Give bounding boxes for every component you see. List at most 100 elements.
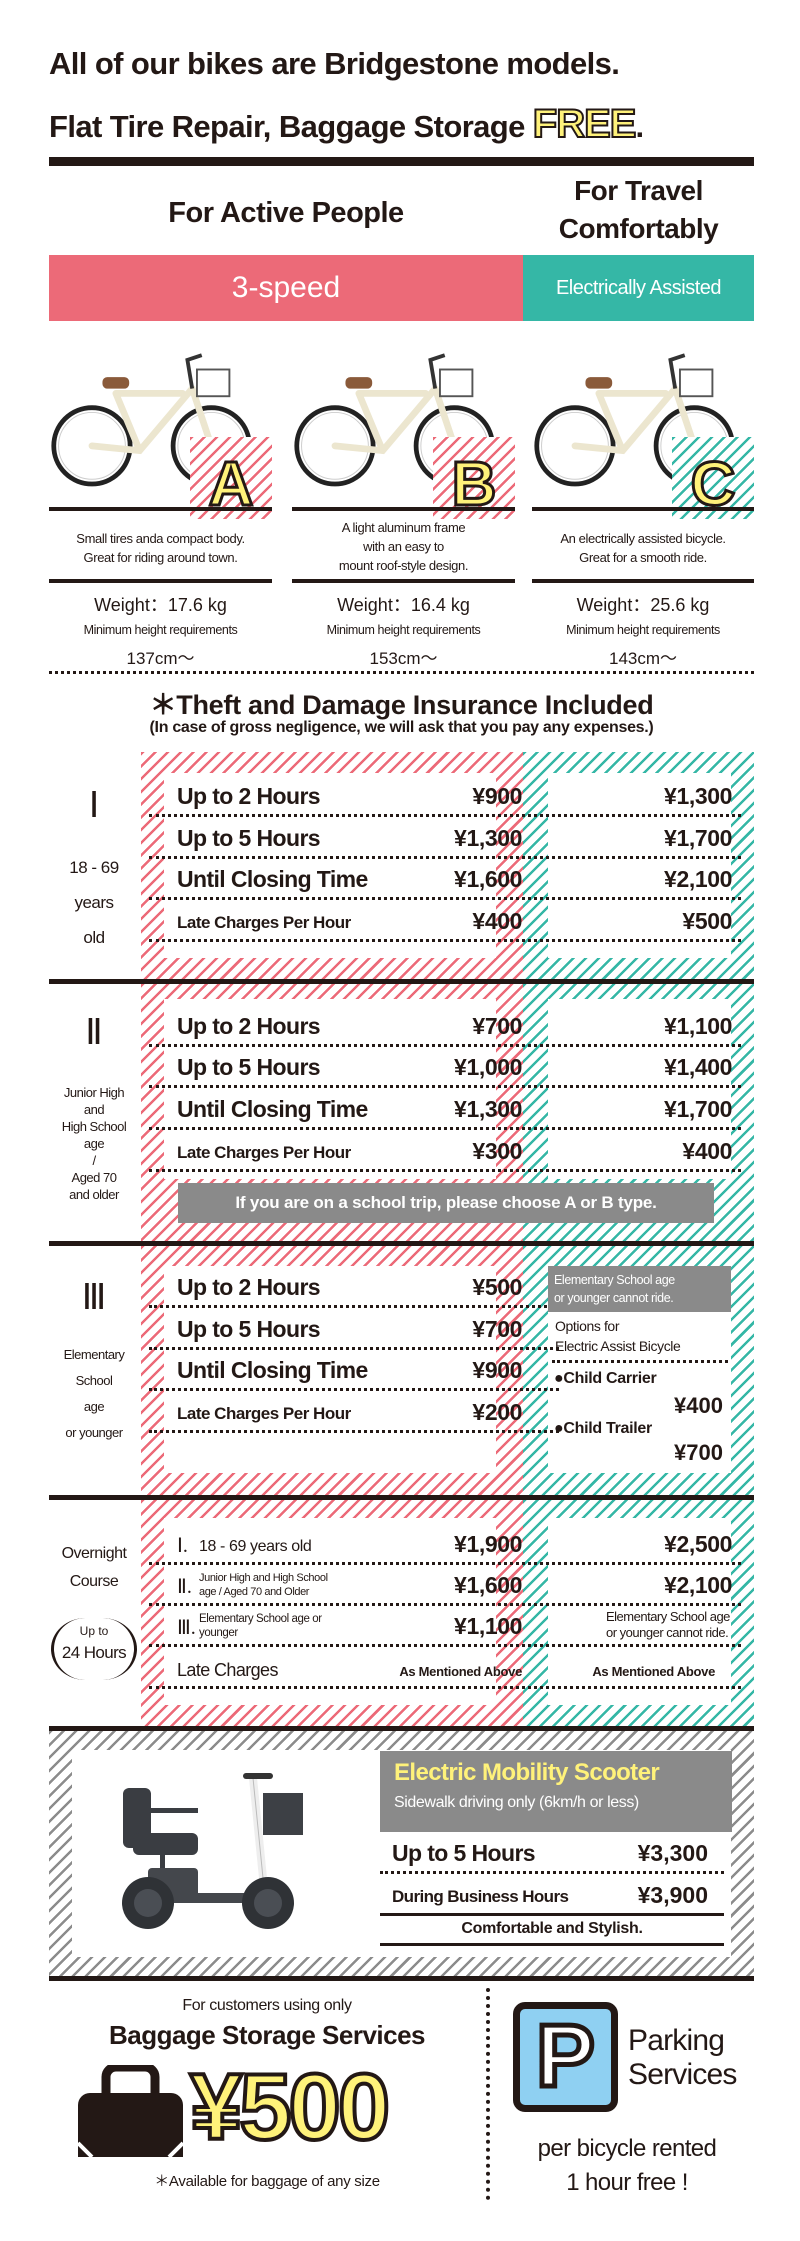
price-electric: ¥1,100: [664, 1013, 732, 1039]
section-divider: [49, 1495, 754, 1500]
price-row: Up to 5 Hours ¥1,000 ¥1,400: [149, 1048, 741, 1088]
baggage-price: ¥500: [188, 2052, 392, 2161]
scooter-duration: Up to 5 Hours: [392, 1840, 536, 1866]
category-travel: For Travel Comfortably: [523, 172, 754, 248]
price-3-speed: ¥900: [472, 1357, 522, 1383]
late-electric: As Mentioned Above: [592, 1664, 715, 1679]
bike-card-a: A: [49, 327, 272, 521]
header-divider: [49, 157, 754, 166]
scooter-row: Up to 5 Hours ¥3,300: [380, 1835, 724, 1874]
scooter-price: ¥3,300: [637, 1840, 708, 1866]
section-divider: [49, 1726, 754, 1731]
min-height-label: Minimum height requirements: [326, 623, 481, 637]
parking-title-line: Services: [628, 2058, 737, 2091]
overnight-row: Ⅱ. Junior High and High School age / Aged…: [149, 1566, 741, 1606]
scooter-subtitle: Sidewalk driving only (6km/h or less): [394, 1794, 639, 1811]
duration-line: Up to: [79, 1624, 109, 1638]
note-line: Elementary School age: [606, 1609, 730, 1624]
panel-electric: [548, 1518, 731, 1705]
options-title-line: Options for: [555, 1318, 620, 1334]
note-line: or younger cannot ride.: [606, 1625, 729, 1640]
price-section-2: Ⅱ Junior High and High School age / Aged 70 an…: [49, 984, 754, 1241]
bike-b-specs: Weight：16.4 kg Minimum height requiremen…: [292, 591, 515, 669]
label-line: Overnight: [61, 1545, 127, 1562]
options-title: Options for Electric Assist Bicycle: [555, 1316, 681, 1356]
desc-line: An electrically assisted bicycle.: [560, 531, 726, 546]
bike-c-specs: Weight：25.6 kg Minimum height requiremen…: [532, 591, 754, 669]
band-electric: Electrically Assisted: [523, 255, 754, 321]
row-numeral: Ⅱ.: [177, 1576, 192, 1598]
section-divider: [49, 1241, 754, 1246]
overnight-section: Overnight Course Up to 24 Hours Ⅰ. 18 - 6…: [49, 1500, 754, 1726]
label-line: Elementary School age or: [199, 1613, 322, 1625]
baggage-note: ＊Available for baggage of any size: [154, 2173, 380, 2190]
bike-a-description: Small tires anda compact body. Great for …: [49, 529, 272, 567]
label-line: High School: [61, 1119, 127, 1134]
price-electric: ¥1,700: [664, 1096, 732, 1122]
school-trip-notice: If you are on a school trip, please choo…: [178, 1183, 714, 1223]
price-row: Up to 5 Hours ¥1,300 ¥1,700: [149, 819, 741, 859]
bike-card-b: B: [292, 327, 515, 521]
section-age-label: Junior High and High School age / Aged 70 and …: [49, 1084, 139, 1203]
section-age-label: Elementary School age or younger: [49, 1342, 139, 1446]
price-3-speed: ¥1,000: [454, 1054, 522, 1080]
free-badge: FREE: [532, 101, 638, 147]
insurance-note: (In case of gross negligence, we will as…: [149, 719, 654, 736]
overnight-duration: Up to 24 Hours: [51, 1618, 137, 1680]
price-electric: ¥1,400: [664, 1054, 732, 1080]
section-numeral: Ⅲ: [81, 1277, 107, 1317]
option-child-carrier: ●Child Carrier: [554, 1370, 657, 1387]
desc-line: mount roof-style design.: [338, 558, 469, 573]
note-line: or younger cannot ride.: [554, 1291, 674, 1305]
duration-label: Until Closing Time: [177, 1357, 368, 1383]
price-electric: ¥1,700: [664, 825, 732, 851]
duration-label: Late Charges Per Hour: [177, 1404, 351, 1423]
price-electric: ¥2,500: [664, 1531, 732, 1557]
min-height-label: Minimum height requirements: [83, 623, 238, 637]
scooter-tagline: Comfortable and Stylish.: [380, 1920, 724, 1946]
price-row: Up to 2 Hours ¥900 ¥1,300: [149, 777, 741, 817]
scooter-title: Electric Mobility Scooter: [394, 1759, 660, 1786]
category-travel-line1: For Travel: [574, 175, 703, 206]
baggage-title: Baggage Storage Services: [108, 2020, 426, 2050]
bike-a-badge: [190, 437, 272, 519]
bike-card-c: C: [532, 327, 754, 521]
price-3-speed: ¥1,600: [454, 1572, 522, 1598]
label-line: /: [92, 1153, 96, 1168]
note-line: Elementary School age: [554, 1273, 675, 1287]
parking-offer-line: per bicycle rented: [537, 2135, 717, 2162]
label-line: Junior High and High School: [199, 1572, 328, 1584]
ebike-restriction-note: Elementary School age or younger cannot r…: [548, 1266, 731, 1312]
parking-offer-line: 1 hour free !: [566, 2169, 688, 2196]
label-line: and older: [69, 1187, 119, 1202]
price-row: Late Charges Per Hour ¥200: [149, 1393, 559, 1433]
bike-b-badge: [433, 437, 515, 519]
price-3-speed: ¥200: [472, 1399, 522, 1425]
parking-sign-icon: P: [513, 2002, 618, 2112]
price-row: Late Charges Per Hour ¥400 ¥500: [149, 902, 741, 942]
weight: Weight：25.6 kg: [576, 595, 710, 615]
price-row: Late Charges Per Hour ¥300 ¥400: [149, 1132, 741, 1172]
desc-line: Great for riding around town.: [83, 550, 238, 565]
scooter-duration: During Business Hours: [392, 1887, 569, 1906]
duration-label: Late Charges Per Hour: [177, 1143, 351, 1162]
row-label: Elementary School age or younger: [199, 1612, 322, 1640]
insurance-title: ＊Theft and Damage Insurance Included: [149, 690, 654, 720]
bike-b-description: A light aluminum frame with an easy to mou…: [292, 518, 515, 575]
desc-line: Small tires anda compact body.: [76, 531, 245, 546]
row-numeral: Ⅰ.: [177, 1535, 188, 1557]
spec-divider-b: [292, 579, 515, 583]
duration-label: Up to 5 Hours: [177, 1054, 321, 1080]
parking-title-line: Parking: [628, 2024, 725, 2057]
min-height-label: Minimum height requirements: [566, 623, 720, 637]
price-electric: ¥2,100: [664, 1572, 732, 1598]
desc-line: with an easy to: [363, 539, 444, 554]
label-line: age: [83, 1399, 105, 1414]
category-travel-line2: Comfortably: [558, 213, 719, 244]
options-title-line: Electric Assist Bicycle: [555, 1338, 681, 1354]
price-electric: ¥500: [682, 908, 732, 934]
label-line: years: [74, 893, 114, 912]
price-3-speed: ¥1,900: [454, 1531, 522, 1557]
label-line: old: [83, 928, 105, 947]
parking-offer: per bicycle rented 1 hour free !: [500, 2132, 754, 2200]
